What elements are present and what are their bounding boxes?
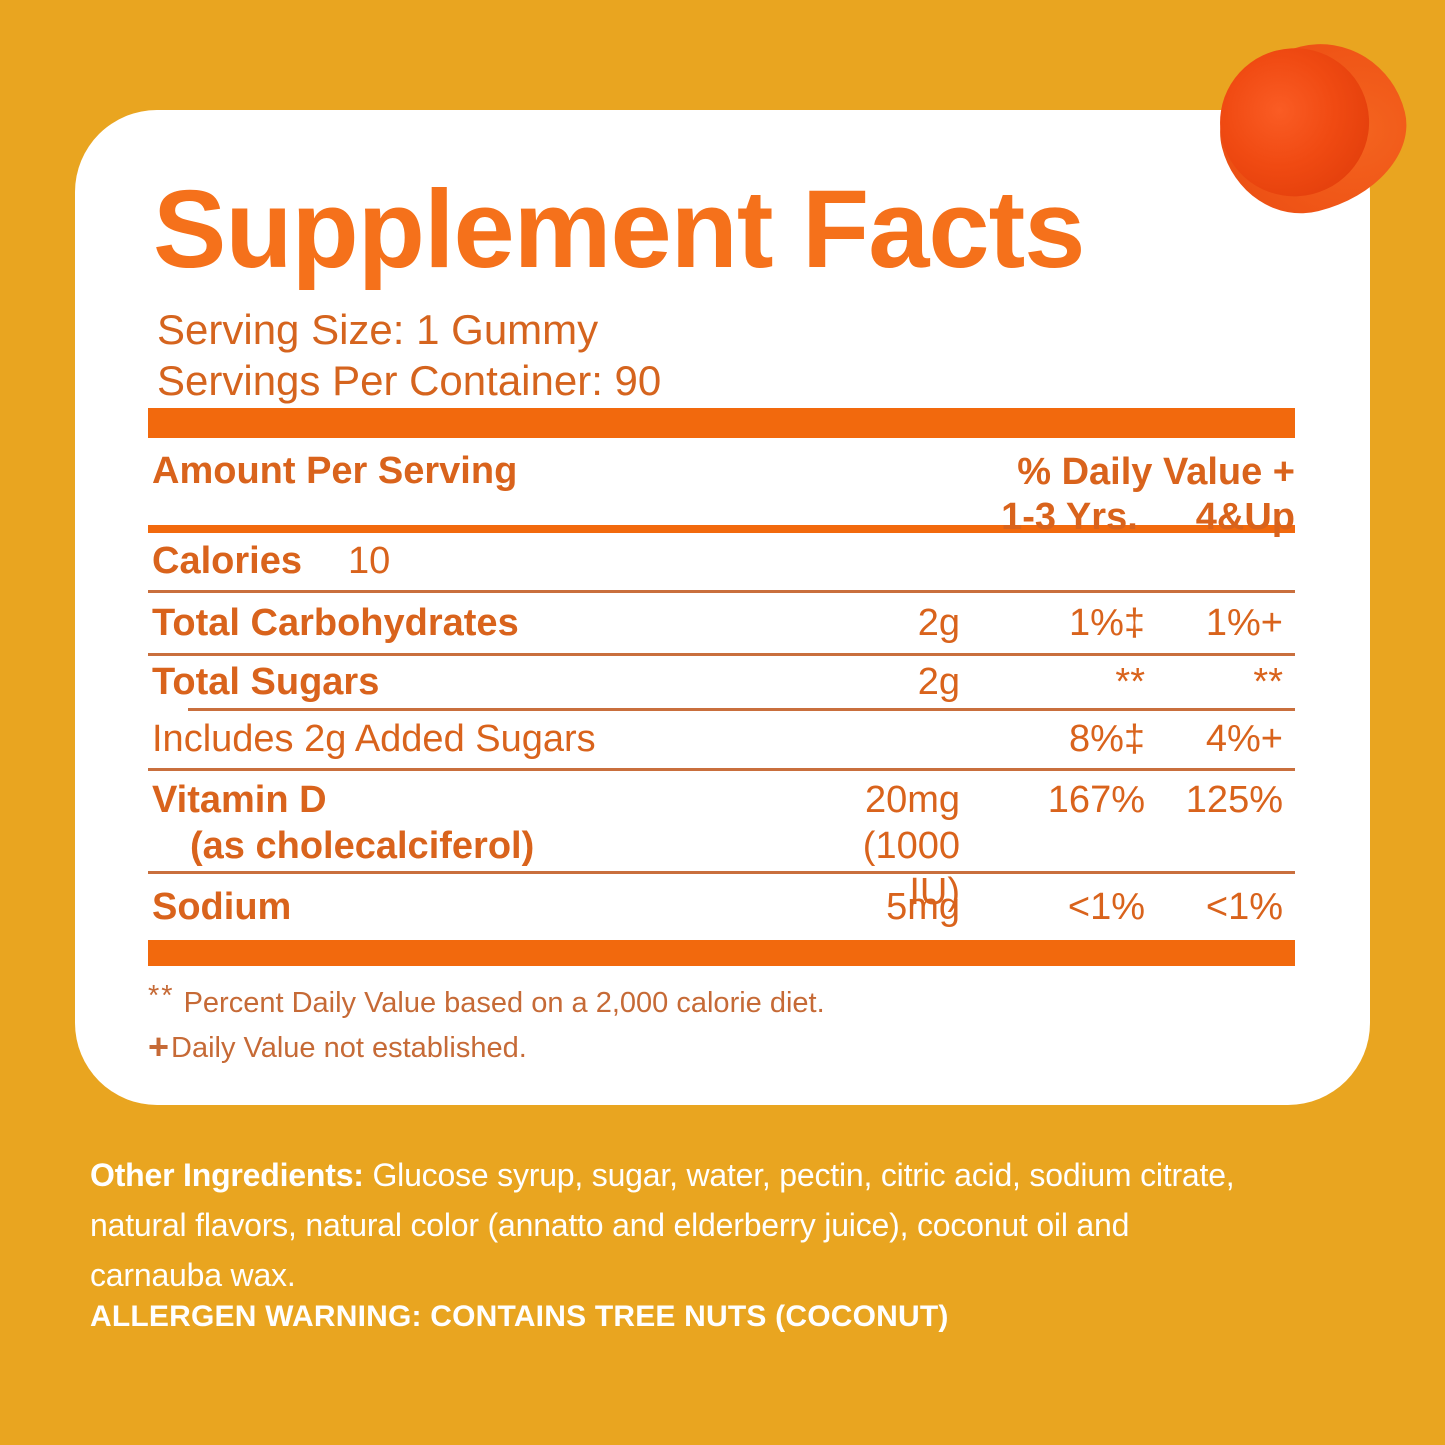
page-title: Supplement Facts	[153, 168, 1085, 291]
daily-value-1-3yrs: 1%‡	[1068, 601, 1145, 644]
daily-value-4up: 125%	[1185, 779, 1283, 821]
nutrient-sublabel: (as cholecalciferol)	[190, 825, 535, 867]
daily-value-1-3yrs: <1%	[1067, 885, 1145, 928]
nutrient-label: Total Carbohydrates	[152, 601, 519, 644]
nutrient-inline-value: 10	[347, 540, 391, 582]
daily-value-1-3yrs: 167%	[1047, 779, 1145, 821]
header-amount-per-serving: Amount Per Serving	[152, 450, 518, 492]
nutrient-label: Vitamin D	[152, 779, 327, 821]
serving-size: Serving Size: 1 Gummy	[157, 306, 599, 353]
table-row: Calories 10	[148, 533, 1295, 590]
nutrient-name: Total Sugars	[148, 661, 805, 704]
header-col-4-up: 4&Up	[1195, 496, 1295, 538]
nutrient-label: Sodium	[152, 885, 292, 928]
table-bottom-bar	[148, 940, 1295, 966]
table-row: Sodium 5mg <1% <1%	[148, 874, 1295, 940]
row-divider	[148, 590, 1295, 593]
amount-value: 2g	[917, 660, 960, 703]
serving-info: Serving Size: 1 Gummy Servings Per Conta…	[157, 304, 661, 406]
footnote: ** Percent Daily Value based on a 2,000 c…	[148, 980, 1295, 1025]
amount-subvalue: (1000 IU)	[862, 825, 960, 913]
other-ingredients-text: Glucose syrup, sugar, water, pectin, cit…	[90, 1157, 1235, 1293]
allergen-warning: ALLERGEN WARNING: CONTAINS TREE NUTS (CO…	[90, 1300, 949, 1333]
supplement-facts-panel: Supplement Facts Serving Size: 1 Gummy S…	[75, 110, 1370, 1105]
table-row: Total Sugars 2g ** **	[148, 656, 1295, 708]
table-header: Amount Per Serving % Daily Value + 1-3 Y…	[148, 438, 1295, 538]
amount-value: 2g	[917, 601, 960, 644]
footnotes: ** Percent Daily Value based on a 2,000 c…	[148, 980, 1295, 1070]
nutrient-name: Total Carbohydrates	[148, 602, 805, 645]
header-daily-value: % Daily Value + 1-3 Yrs. 4&Up	[1001, 450, 1295, 540]
daily-value-4up: 4%+	[1205, 718, 1283, 760]
amount-value: 5mg	[886, 885, 960, 928]
nutrient-amount: 2g	[805, 661, 995, 704]
nutrient-label: Calories 10	[152, 540, 391, 582]
daily-value-4up: 1%+	[1205, 601, 1283, 644]
header-col-1-3-yrs: 1-3 Yrs.	[1001, 496, 1138, 538]
daily-value-4up: **	[1253, 660, 1283, 703]
header-dv-label: % Daily Value +	[1017, 451, 1295, 493]
table-row: Total Carbohydrates 2g 1%‡ 1%+	[148, 593, 1295, 653]
servings-per-container: Servings Per Container: 90	[157, 357, 662, 404]
footnote-symbol: +	[148, 1026, 170, 1067]
daily-value-1-3yrs: **	[1115, 660, 1145, 703]
nutrient-name: Sodium	[148, 886, 805, 929]
footnote-symbol: **	[148, 980, 175, 1012]
nutrient-name: Vitamin D (as cholecalciferol)	[148, 777, 805, 869]
other-ingredients: Other Ingredients: Glucose syrup, sugar,…	[90, 1150, 1430, 1300]
facts-table: Amount Per Serving % Daily Value + 1-3 Y…	[148, 408, 1295, 1070]
amount-value: 20mg	[864, 779, 960, 821]
nutrient-name: Calories 10	[148, 540, 805, 583]
footnote: +Daily Value not established.	[148, 1026, 527, 1067]
row-divider	[188, 708, 1295, 711]
header-divider-bar	[148, 525, 1295, 533]
row-divider	[148, 871, 1295, 874]
facts-table-rows: Calories 10 Total Carbohydrates 2g 1%‡ 1%+ Tot…	[148, 533, 1295, 940]
table-top-bar	[148, 408, 1295, 438]
nutrient-name: Includes 2g Added Sugars	[148, 718, 805, 761]
daily-value-4up: <1%	[1205, 885, 1283, 928]
table-row: Vitamin D (as cholecalciferol) 20mg (1000 I…	[148, 771, 1295, 913]
other-ingredients-label: Other Ingredients:	[90, 1157, 364, 1193]
table-row: Includes 2g Added Sugars 8%‡ 4%+	[148, 711, 1295, 768]
nutrient-amount: 5mg	[805, 886, 995, 929]
nutrient-label: Total Sugars	[152, 660, 380, 703]
nutrient-label: Includes 2g Added Sugars	[152, 718, 596, 760]
row-divider	[148, 768, 1295, 771]
row-divider	[148, 653, 1295, 656]
nutrient-amount: 2g	[805, 602, 995, 645]
nutrient-amount: 20mg (1000 IU)	[805, 777, 995, 915]
daily-value-1-3yrs: 8%‡	[1068, 718, 1145, 760]
